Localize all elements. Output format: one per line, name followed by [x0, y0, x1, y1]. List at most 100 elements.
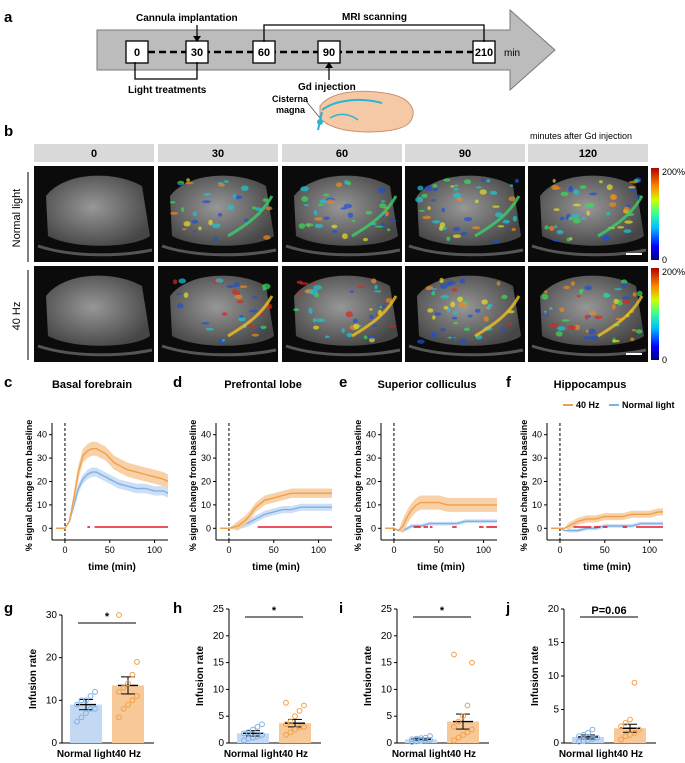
- gd-signal-spot: [552, 239, 561, 242]
- data-point: [292, 726, 298, 733]
- y-tick-label: 10: [201, 500, 211, 510]
- gd-signal-spot: [554, 225, 558, 229]
- gd-signal-spot: [349, 290, 354, 293]
- data-point: [427, 736, 433, 743]
- series-line: [56, 471, 169, 529]
- gd-signal-spot: [599, 180, 603, 184]
- data-point: [464, 729, 471, 736]
- gd-signal-spot: [637, 290, 643, 297]
- gd-signal-spot: [301, 196, 309, 202]
- y-tick-label: 10: [37, 500, 47, 510]
- data-point: [254, 724, 261, 730]
- data-point: [469, 659, 475, 666]
- gd-signal-spot: [221, 339, 226, 342]
- colorbar-bottom-max: 200%: [662, 267, 685, 277]
- gd-signal-spot: [192, 211, 197, 217]
- gd-signal-spot: [440, 328, 446, 332]
- gd-signal-spot: [463, 217, 473, 222]
- brain-silhouette: [170, 275, 274, 346]
- y-tick-label: 0: [206, 523, 211, 533]
- data-point: [259, 732, 265, 738]
- gd-signal-spot: [612, 339, 620, 343]
- csf-channel: [597, 295, 644, 338]
- gd-signal-spot: [217, 182, 224, 185]
- chart-title: Prefrontal lobe: [224, 379, 302, 391]
- gd-signal-spot: [430, 331, 437, 338]
- data-point: [283, 721, 289, 728]
- y-tick-label: 30: [201, 453, 211, 463]
- gd-signal-spot: [633, 179, 640, 182]
- mri-column-label: 30: [212, 148, 224, 160]
- gd-signal-spot: [431, 290, 436, 296]
- gd-signal-spot: [443, 178, 451, 182]
- y-tick-label: 20: [381, 631, 393, 642]
- gd-signal-spot: [554, 187, 562, 190]
- brain-silhouette: [294, 275, 398, 346]
- gd-signal-spot: [223, 180, 229, 183]
- data-point: [594, 734, 600, 741]
- legend-label: 40 Hz: [576, 400, 600, 410]
- gd-signal-spot: [417, 185, 424, 191]
- chart-title: Basal forebrain: [52, 379, 132, 391]
- y-tick-label: 10: [46, 695, 58, 706]
- mri-image-40hz-90: [405, 266, 525, 362]
- gd-signal-spot: [560, 191, 569, 197]
- data-point: [618, 723, 624, 730]
- gd-signal-spot: [606, 212, 611, 216]
- gd-signal-spot: [314, 209, 318, 216]
- y-tick-label: 20: [532, 477, 542, 487]
- mri-image-40hz-0: [34, 266, 154, 362]
- data-point: [460, 732, 466, 738]
- gd-signal-spot: [463, 179, 472, 185]
- data-point: [301, 702, 307, 709]
- colorbar-bottom-min: 0: [662, 355, 667, 365]
- y-axis-label: % signal change from baseline: [188, 420, 198, 552]
- chart-title: Hippocampus: [554, 379, 627, 391]
- x-tick-label: 50: [105, 545, 115, 555]
- gd-signal-spot: [345, 311, 353, 318]
- mri-header-note: minutes after Gd injection: [530, 131, 632, 141]
- y-tick-label: 0: [42, 523, 47, 533]
- gd-signal-spot: [440, 295, 449, 299]
- x-tick-label: 0: [557, 545, 562, 555]
- gd-signal-spot: [374, 284, 378, 290]
- gd-signal-spot: [340, 207, 348, 210]
- gd-signal-spot: [549, 225, 555, 231]
- panel-label-f: f: [506, 374, 512, 391]
- gd-signal-spot: [453, 187, 459, 191]
- mouse-brain-illustration: [317, 90, 414, 133]
- gd-signal-spot: [628, 186, 636, 189]
- gd-signal-spot: [453, 322, 459, 325]
- x-tick-label: 0: [226, 545, 231, 555]
- data-point: [125, 701, 131, 708]
- gd-signal-spot: [251, 206, 257, 210]
- gd-signal-spot: [601, 235, 609, 241]
- mri-column-label: 90: [459, 148, 471, 160]
- brainstem-shadow: [531, 344, 647, 357]
- brain-silhouette: [46, 175, 150, 246]
- gd-signal-spot: [632, 292, 637, 297]
- y-axis-label: Infusion rate: [195, 646, 206, 706]
- gd-signal-spot: [561, 319, 571, 322]
- gd-signal-spot: [178, 278, 186, 284]
- bar-40hz: [279, 723, 311, 743]
- data-point: [74, 718, 80, 725]
- data-point: [627, 716, 633, 723]
- gd-signal-spot: [481, 299, 488, 305]
- y-tick-label: 5: [218, 711, 224, 722]
- brain-silhouette: [46, 275, 150, 346]
- gd-signal-spot: [512, 215, 518, 222]
- gd-signal-spot: [379, 305, 383, 309]
- y-tick-label: 30: [46, 610, 58, 621]
- mri-image-normal-0: [34, 166, 154, 262]
- gd-signal-spot: [585, 329, 589, 333]
- gd-signal-spot: [544, 225, 549, 230]
- gd-signal-spot: [446, 280, 456, 285]
- y-tick-label: 20: [366, 477, 376, 487]
- x-tick-label: 100: [476, 545, 491, 555]
- gd-signal-spot: [609, 202, 617, 208]
- y-tick-label: 0: [218, 738, 224, 749]
- gd-signal-spot: [300, 186, 309, 192]
- gd-signal-spot: [183, 221, 191, 227]
